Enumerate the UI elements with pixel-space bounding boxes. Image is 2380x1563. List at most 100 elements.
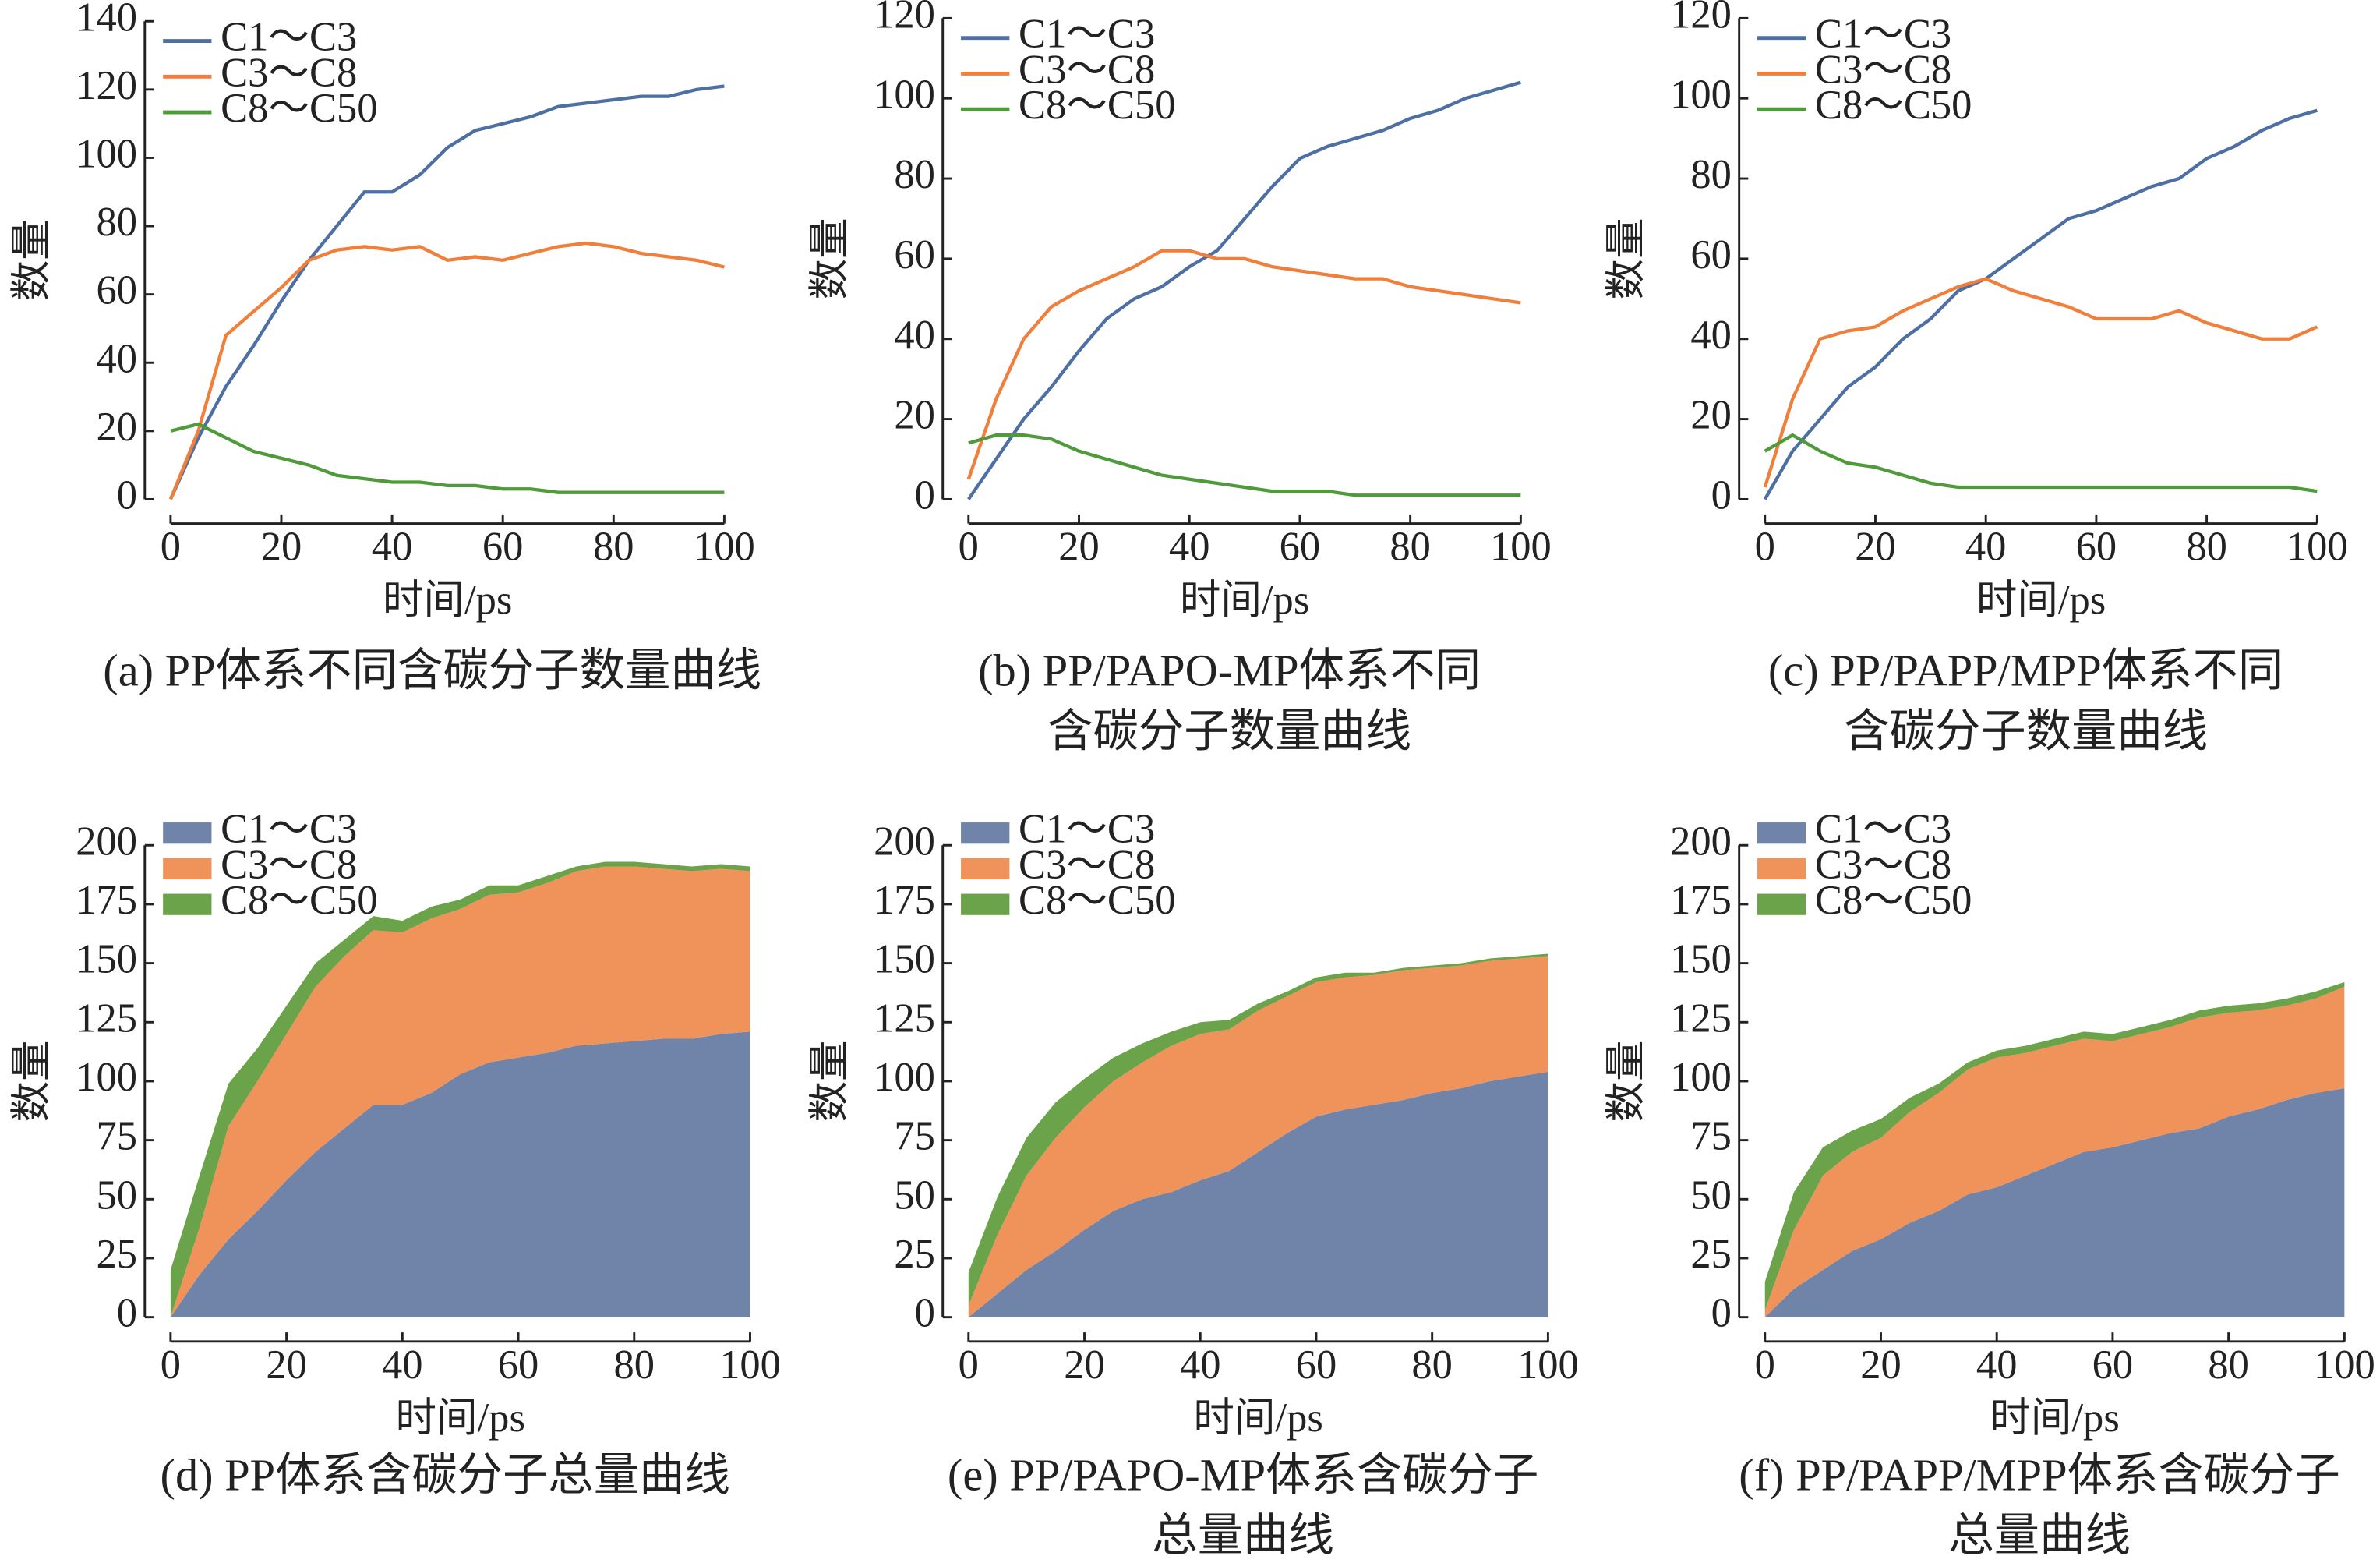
y-tick-label: 25 [1690,1232,1732,1277]
y-tick-label: 150 [76,937,137,982]
legend-swatch [1757,893,1806,915]
x-tick-label: 0 [1755,525,1775,570]
legend-swatch [961,858,1010,880]
line [168,84,725,500]
legend-swatch [961,893,1010,915]
x-tick-label: 80 [1390,525,1431,570]
y-tick-label: 100 [76,1055,137,1100]
y-tick-label: 20 [1690,393,1732,438]
x-tick-label: 60 [498,1342,539,1388]
y-tick-label: 60 [1690,232,1732,278]
y-tick-label: 80 [1690,152,1732,197]
y-tick-label: 40 [1690,313,1732,358]
x-tick-label: 40 [1180,1342,1221,1388]
y-tick-label: 40 [894,313,935,358]
y-tick-label: 150 [1670,937,1732,982]
legend-swatch [961,822,1010,844]
y-tick-label: 20 [97,405,138,450]
y-axis-label: 数量 [807,1040,853,1122]
line [967,80,1521,500]
line [968,433,1521,497]
legend-label: C3～C8 [1019,47,1155,92]
legend-label: C1～C3 [1019,12,1155,57]
x-tick-label: 60 [1296,1342,1337,1388]
legend-label: C8～C50 [1815,83,1972,128]
caption: 含碳分子数量曲线 [1047,706,1411,757]
line [170,422,725,494]
y-tick-label: 150 [874,937,935,982]
y-tick-label: 100 [76,132,137,177]
y-axis-label: 数量 [807,217,853,299]
caption: (e) PP/PAPO-MP体系含碳分子 [948,1449,1538,1500]
legend-label: C8～C50 [221,86,377,131]
y-axis-label: 数量 [1604,1040,1649,1122]
y-axis-label: 数量 [9,219,55,301]
y-tick-label: 50 [894,1172,935,1218]
caption: (d) PP体系含碳分子总量曲线 [161,1449,730,1500]
legend-label: C1～C3 [221,15,357,60]
x-tick-label: 60 [1280,525,1321,570]
legend-label: C3～C8 [1815,842,1951,887]
y-tick-label: 50 [97,1172,138,1218]
x-tick-label: 40 [372,525,413,570]
x-tick-label: 20 [1855,525,1896,570]
y-tick-label: 100 [1670,1055,1732,1100]
caption: 总量曲线 [1152,1510,1334,1561]
y-tick-label: 75 [97,1114,138,1159]
x-tick-label: 20 [1064,1342,1105,1388]
y-tick-label: 0 [117,472,137,518]
y-tick-label: 0 [117,1291,137,1336]
x-axis-label: 时间/ps [395,1395,524,1441]
y-tick-label: 25 [894,1232,935,1277]
line [168,241,725,500]
caption: (f) PP/PAPP/MPP体系含碳分子 [1739,1449,2340,1500]
chart: 0 25 50 75 100 125 150 175 200 0 20 40 60 80 100 时间/ps 数… [807,807,1579,1561]
x-tick-label: 20 [266,1342,307,1388]
x-tick-label: 80 [593,525,634,570]
legend-swatch [1757,858,1806,880]
y-tick-label: 0 [1711,1291,1732,1336]
legend-label: C8～C50 [1019,83,1175,128]
y-tick-label: 120 [874,0,935,37]
y-tick-label: 175 [76,878,137,923]
y-tick-label: 120 [76,63,137,108]
caption: (c) PP/PAPP/MPP体系不同 [1768,645,2283,696]
line [966,249,1521,480]
x-tick-label: 0 [1755,1342,1775,1388]
legend-swatch [1757,822,1806,844]
y-tick-label: 60 [894,232,935,278]
y-tick-label: 100 [874,72,935,117]
y-tick-label: 0 [915,1291,935,1336]
chart: 0 25 50 75 100 125 150 175 200 0 20 40 60 80 100 时间/ps 数… [9,807,781,1501]
caption: (b) PP/PAPO-MP体系不同 [978,645,1481,696]
x-tick-label: 80 [2208,1342,2249,1388]
x-tick-label: 20 [1058,525,1100,570]
x-axis-label: 时间/ps [1193,1395,1322,1441]
area [170,861,750,1317]
line [1763,108,2318,500]
legend-label: C1～C3 [1815,807,1951,852]
legend-label: C3～C8 [221,842,357,887]
area [968,956,1548,1317]
y-tick-label: 125 [1670,995,1732,1041]
y-tick-label: 0 [1711,472,1732,518]
x-tick-label: 100 [1517,1342,1579,1388]
x-tick-label: 100 [719,1342,781,1388]
x-tick-label: 0 [161,525,181,570]
x-tick-label: 60 [482,525,524,570]
x-tick-label: 60 [2092,1342,2134,1388]
line [1764,433,2318,493]
area [170,866,750,1317]
x-tick-label: 20 [261,525,302,570]
y-tick-label: 175 [1670,878,1732,923]
legend-label: C8～C50 [1019,878,1175,923]
y-tick-label: 80 [894,152,935,197]
x-axis-label: 时间/ps [1976,578,2106,623]
y-tick-label: 75 [894,1114,935,1159]
area [968,1071,1548,1317]
legend-label: C1～C3 [221,807,357,852]
legend-label: C3～C8 [1019,842,1155,887]
chart: 0 20 40 60 80 100 120 0 20 40 60 80 100 时间/ps 数量 (b) PP… [807,0,1552,757]
legend-label: C1～C3 [1815,12,1951,57]
y-tick-label: 140 [76,0,137,40]
